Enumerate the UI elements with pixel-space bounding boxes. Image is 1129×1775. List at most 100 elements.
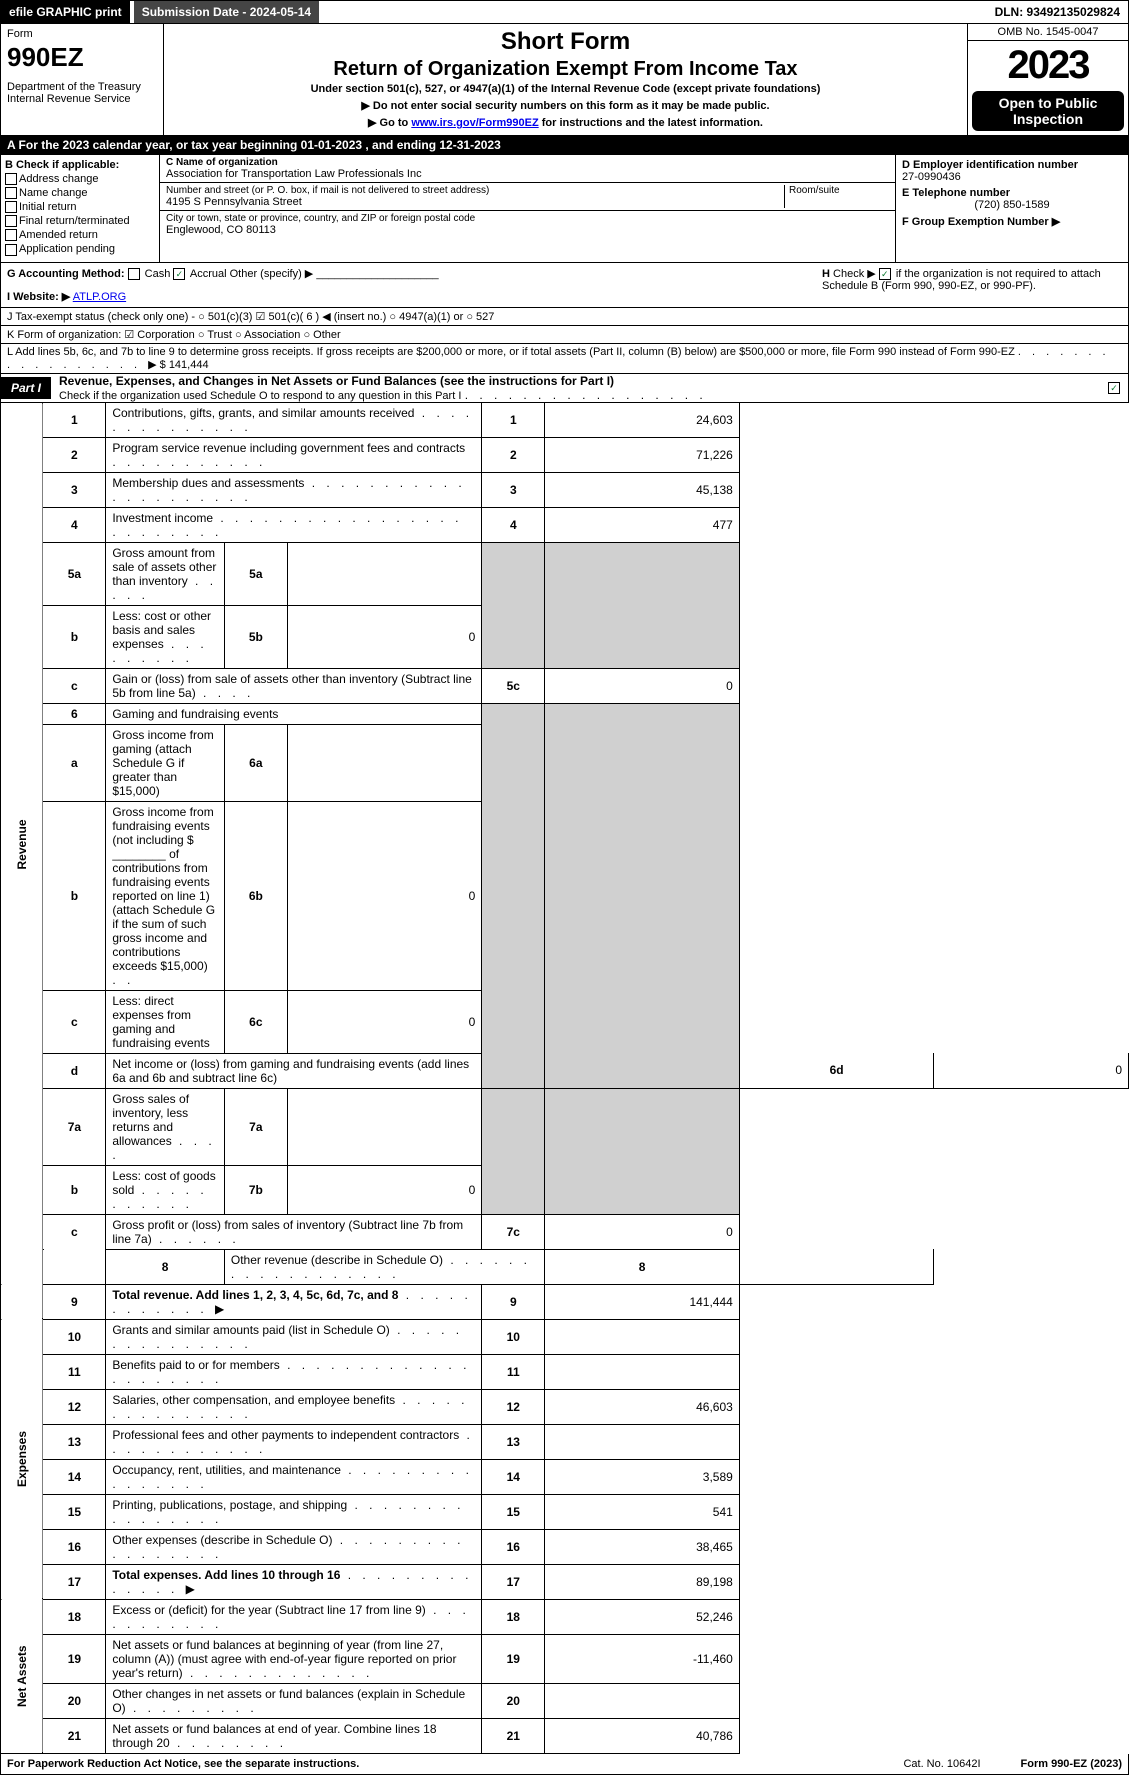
ein-value: 27-0990436	[902, 171, 1122, 183]
line-7a-val	[287, 1088, 482, 1165]
h-text1: Check ▶	[833, 268, 876, 280]
open-to-public: Open to Public Inspection	[972, 91, 1124, 131]
b-label: B Check if applicable:	[5, 159, 155, 171]
h-label: H	[822, 268, 830, 280]
room-suite-label: Room/suite	[784, 185, 889, 208]
header-right: OMB No. 1545-0047 2023 Open to Public In…	[967, 24, 1128, 135]
row-k: K Form of organization: ☑ Corporation ○ …	[0, 326, 1129, 344]
line-5c-amt: 0	[545, 668, 740, 703]
part-i-tag: Part I	[1, 377, 51, 399]
omb-number: OMB No. 1545-0047	[968, 24, 1128, 41]
cb-name-change[interactable]: Name change	[5, 187, 155, 199]
footer-center: Cat. No. 10642I	[903, 1758, 980, 1770]
line-6b-val: 0	[287, 801, 482, 990]
row-j: J Tax-exempt status (check only one) - ○…	[0, 308, 1129, 326]
line-15-amt: 541	[545, 1494, 740, 1529]
line-6c-val: 0	[287, 990, 482, 1053]
footer-left: For Paperwork Reduction Act Notice, see …	[7, 1758, 359, 1770]
lines-table: Revenue 1 Contributions, gifts, grants, …	[0, 403, 1129, 1754]
d-label: D Employer identification number	[902, 159, 1122, 171]
form-label: Form	[7, 28, 157, 40]
g-left: G Accounting Method: Cash ✓ Accrual Othe…	[7, 267, 822, 303]
subtitle: Under section 501(c), 527, or 4947(a)(1)…	[172, 83, 959, 95]
dept-label: Department of the Treasury Internal Reve…	[7, 81, 157, 105]
c-street-label: Number and street (or P. O. box, if mail…	[166, 185, 784, 196]
efile-label[interactable]: efile GRAPHIC print	[1, 1, 130, 23]
c-name-label: C Name of organization	[166, 157, 422, 168]
cb-address-change[interactable]: Address change	[5, 173, 155, 185]
cb-final-return[interactable]: Final return/terminated	[5, 215, 155, 227]
net-assets-label: Net Assets	[1, 1599, 43, 1753]
line-19-amt: -11,460	[545, 1634, 740, 1683]
l-amount: ▶ $ 141,444	[148, 359, 208, 371]
line-5b-val: 0	[287, 605, 482, 668]
col-c: C Name of organization Association for T…	[160, 155, 895, 262]
part-i-header: Part I Revenue, Expenses, and Changes in…	[0, 374, 1129, 403]
dln-label: DLN: 93492135029824	[987, 1, 1128, 23]
cb-amended-return[interactable]: Amended return	[5, 229, 155, 241]
line-5a-val	[287, 542, 482, 605]
g-label: G Accounting Method:	[7, 268, 125, 280]
line-9-amt: 141,444	[545, 1284, 740, 1319]
top-bar: efile GRAPHIC print Submission Date - 20…	[0, 0, 1129, 24]
part-i-checkbox[interactable]: ✓	[1108, 381, 1128, 395]
part-i-check-text: Check if the organization used Schedule …	[59, 390, 461, 402]
tax-year: 2023	[968, 41, 1128, 89]
line-17-amt: 89,198	[545, 1564, 740, 1599]
f-label: F Group Exemption Number ▶	[902, 215, 1122, 228]
cb-initial-return[interactable]: Initial return	[5, 201, 155, 213]
irs-link[interactable]: www.irs.gov/Form990EZ	[411, 117, 538, 129]
line-21-amt: 40,786	[545, 1718, 740, 1753]
line-3-amt: 45,138	[545, 472, 740, 507]
i-label: I Website: ▶	[7, 291, 70, 303]
instr2-pre: ▶ Go to	[368, 117, 411, 129]
line-2-amt: 71,226	[545, 437, 740, 472]
telephone-value: (720) 850-1589	[902, 199, 1122, 211]
part-i-title: Revenue, Expenses, and Changes in Net As…	[51, 374, 1108, 402]
line-16-amt: 38,465	[545, 1529, 740, 1564]
instr2-post: for instructions and the latest informat…	[539, 117, 763, 129]
revenue-label: Revenue	[1, 403, 43, 1285]
org-city: Englewood, CO 80113	[166, 224, 475, 236]
line-14-amt: 3,589	[545, 1459, 740, 1494]
c-name-row: C Name of organization Association for T…	[160, 155, 895, 183]
cb-cash[interactable]	[128, 268, 140, 280]
row-a-tax-year: A For the 2023 calendar year, or tax yea…	[0, 136, 1129, 155]
section-gh: G Accounting Method: Cash ✓ Accrual Othe…	[0, 263, 1129, 308]
line-10-amt	[545, 1319, 740, 1354]
line-20-amt	[545, 1683, 740, 1718]
submission-date: Submission Date - 2024-05-14	[134, 1, 319, 23]
org-name: Association for Transportation Law Profe…	[166, 168, 422, 180]
cb-h[interactable]: ✓	[879, 268, 891, 280]
form-number: 990EZ	[7, 42, 157, 73]
website-link[interactable]: ATLP.ORG	[73, 291, 126, 303]
line-12-amt: 46,603	[545, 1389, 740, 1424]
line-1-num: 1	[43, 403, 106, 438]
header-middle: Short Form Return of Organization Exempt…	[164, 24, 967, 135]
form-header: Form 990EZ Department of the Treasury In…	[0, 24, 1129, 136]
line-4-amt: 477	[545, 507, 740, 542]
line-8-amt	[739, 1249, 934, 1284]
title-short-form: Short Form	[172, 28, 959, 56]
line-1-ln: 1	[482, 403, 545, 438]
h-right: H Check ▶ ✓ if the organization is not r…	[822, 267, 1122, 303]
instruction-2: ▶ Go to www.irs.gov/Form990EZ for instru…	[172, 116, 959, 129]
org-street: 4195 S Pennsylvania Street	[166, 196, 784, 208]
header-left: Form 990EZ Department of the Treasury In…	[1, 24, 164, 135]
expenses-label: Expenses	[1, 1319, 43, 1599]
row-l: L Add lines 5b, 6c, and 7b to line 9 to …	[0, 344, 1129, 374]
line-7b-val: 0	[287, 1165, 482, 1214]
l-text: L Add lines 5b, 6c, and 7b to line 9 to …	[7, 346, 1015, 358]
line-11-amt	[545, 1354, 740, 1389]
line-18-amt: 52,246	[545, 1599, 740, 1634]
footer: For Paperwork Reduction Act Notice, see …	[0, 1754, 1129, 1775]
c-street-row: Number and street (or P. O. box, if mail…	[160, 183, 895, 211]
footer-right: Form 990-EZ (2023)	[1021, 1758, 1122, 1770]
section-bcdef: B Check if applicable: Address change Na…	[0, 155, 1129, 263]
cb-accrual[interactable]: ✓	[173, 268, 185, 280]
e-label: E Telephone number	[902, 187, 1122, 199]
cb-application-pending[interactable]: Application pending	[5, 243, 155, 255]
c-city-row: City or town, state or province, country…	[160, 211, 895, 238]
title-return: Return of Organization Exempt From Incom…	[172, 58, 959, 81]
line-13-amt	[545, 1424, 740, 1459]
